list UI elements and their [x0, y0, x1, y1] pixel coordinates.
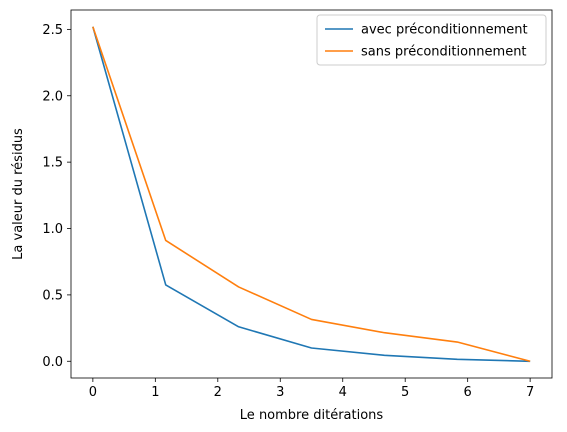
series-line-1 [92, 26, 531, 363]
legend-box [316, 14, 547, 66]
plot-lines [92, 26, 531, 363]
y-axis-label: La valeur du résidus [11, 128, 26, 260]
x-tick-label: 7 [526, 385, 534, 400]
plot-frame [70, 9, 553, 379]
x-tick-label: 5 [401, 385, 409, 400]
series-line-0 [92, 26, 531, 363]
y-axis: 0.0 0.5 1.0 1.5 2.0 2.5 [42, 23, 71, 370]
y-tick-label: 1.5 [42, 156, 63, 171]
x-tick-label: 2 [214, 385, 222, 400]
y-tick-label: 0.0 [42, 355, 63, 370]
x-tick-label: 6 [464, 385, 472, 400]
y-tick-label: 1.0 [42, 222, 63, 237]
x-tick-label: 3 [276, 385, 284, 400]
legend: avec préconditionnement sans précondition… [316, 14, 547, 66]
y-tick-label: 2.5 [42, 23, 63, 38]
legend-label-1: sans préconditionnement [361, 45, 527, 60]
x-axis: 0 1 2 3 4 5 6 7 [89, 378, 534, 400]
x-tick-label: 1 [151, 385, 159, 400]
legend-label-0: avec préconditionnement [361, 23, 528, 38]
x-axis-label: Le nombre ditérations [240, 408, 384, 423]
x-tick-label: 0 [89, 385, 97, 400]
y-tick-label: 0.5 [42, 288, 63, 303]
y-tick-label: 2.0 [42, 89, 63, 104]
x-tick-label: 4 [339, 385, 347, 400]
